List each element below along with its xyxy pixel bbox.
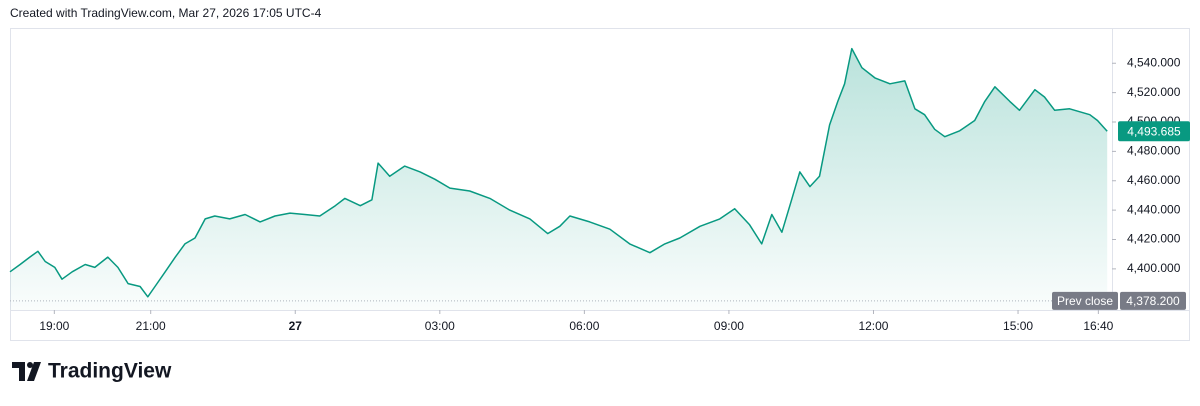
- x-tick-label: 21:00: [136, 319, 166, 333]
- logo: [12, 362, 41, 381]
- x-tick-label: 27: [289, 319, 303, 333]
- x-tick-label: 19:00: [39, 319, 69, 333]
- prev-close-value: 4,378.200: [1126, 294, 1180, 308]
- y-tick-label: 4,420.000: [1127, 232, 1181, 246]
- y-tick-label: 4,400.000: [1127, 261, 1181, 275]
- area-fill: [10, 48, 1108, 310]
- x-tick-label: 15:00: [1003, 319, 1033, 333]
- y-tick-label: 4,440.000: [1127, 202, 1181, 216]
- prev-close-name: Prev close: [1057, 294, 1113, 308]
- header-text: Created with TradingView.com, Mar 27, 20…: [10, 6, 322, 20]
- y-tick-label: 4,520.000: [1127, 85, 1181, 99]
- x-tick-label: 09:00: [714, 319, 744, 333]
- chart-frame: [10, 28, 1190, 341]
- x-tick-label: 06:00: [569, 319, 599, 333]
- prev-close-value-tag: [1120, 291, 1186, 310]
- y-tick-label: 4,540.000: [1127, 55, 1181, 69]
- last-price-tag: [1118, 121, 1190, 142]
- y-tick-label: 4,460.000: [1127, 173, 1181, 187]
- prev-close-name-tag: [1052, 291, 1118, 310]
- x-tick-label: 16:40: [1083, 319, 1113, 333]
- x-tick-label: 12:00: [858, 319, 888, 333]
- y-tick-label: 4,480.000: [1127, 144, 1181, 158]
- last-price-label: 4,493.685: [1127, 124, 1181, 138]
- price-line: [9, 47, 1108, 298]
- x-tick-label: 03:00: [425, 319, 455, 333]
- brand-name: TradingView: [48, 360, 172, 383]
